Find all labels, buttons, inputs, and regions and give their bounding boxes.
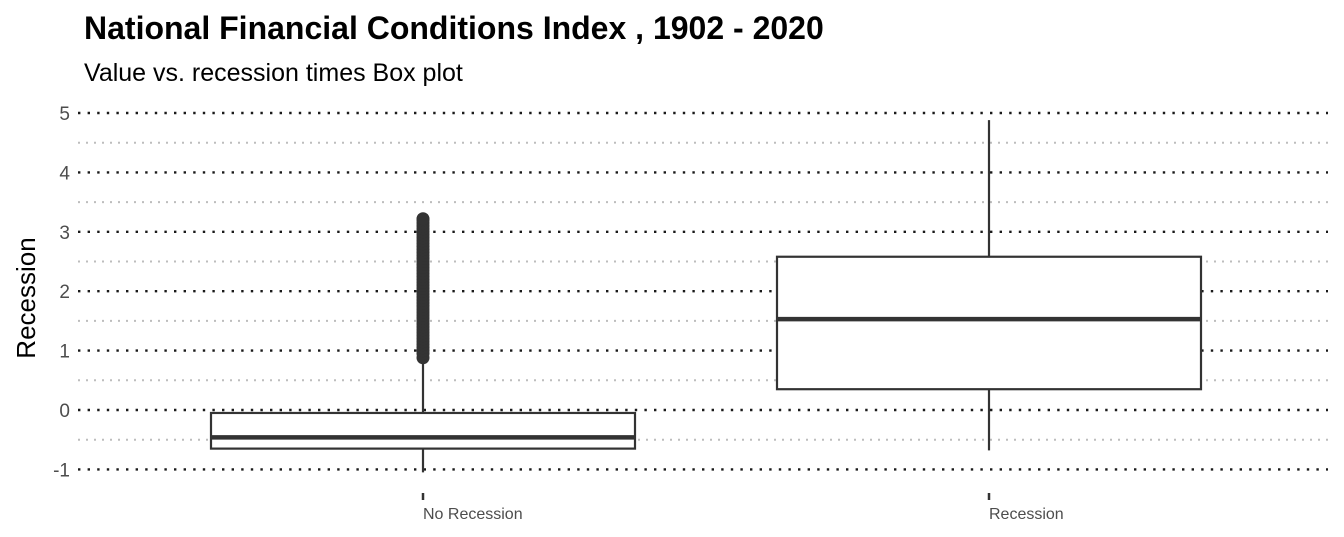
y-tick-label: 5 xyxy=(59,104,70,125)
y-tick-label: 1 xyxy=(59,342,70,363)
box-1 xyxy=(209,212,637,473)
y-tick-label: 0 xyxy=(59,401,70,422)
box-iqr xyxy=(209,411,637,450)
box-2 xyxy=(775,120,1203,451)
x-tick-label: No Recession xyxy=(423,506,523,523)
y-tick-label: 3 xyxy=(59,223,70,244)
y-tick-label: 2 xyxy=(59,282,70,303)
axes: -1 0 1 2 3 4 5 No Recession Recession xyxy=(53,104,1064,523)
y-tick-label: -1 xyxy=(53,460,70,481)
chart-subtitle: Value vs. recession times Box plot xyxy=(84,59,463,87)
boxes xyxy=(209,120,1203,473)
box-iqr xyxy=(775,255,1203,391)
chart-title: National Financial Conditions Index , 19… xyxy=(84,10,824,46)
y-tick-label: 4 xyxy=(59,163,70,184)
y-axis-label: Recession xyxy=(11,237,41,358)
x-tick-label: Recession xyxy=(989,506,1064,523)
outlier-point xyxy=(416,212,430,226)
